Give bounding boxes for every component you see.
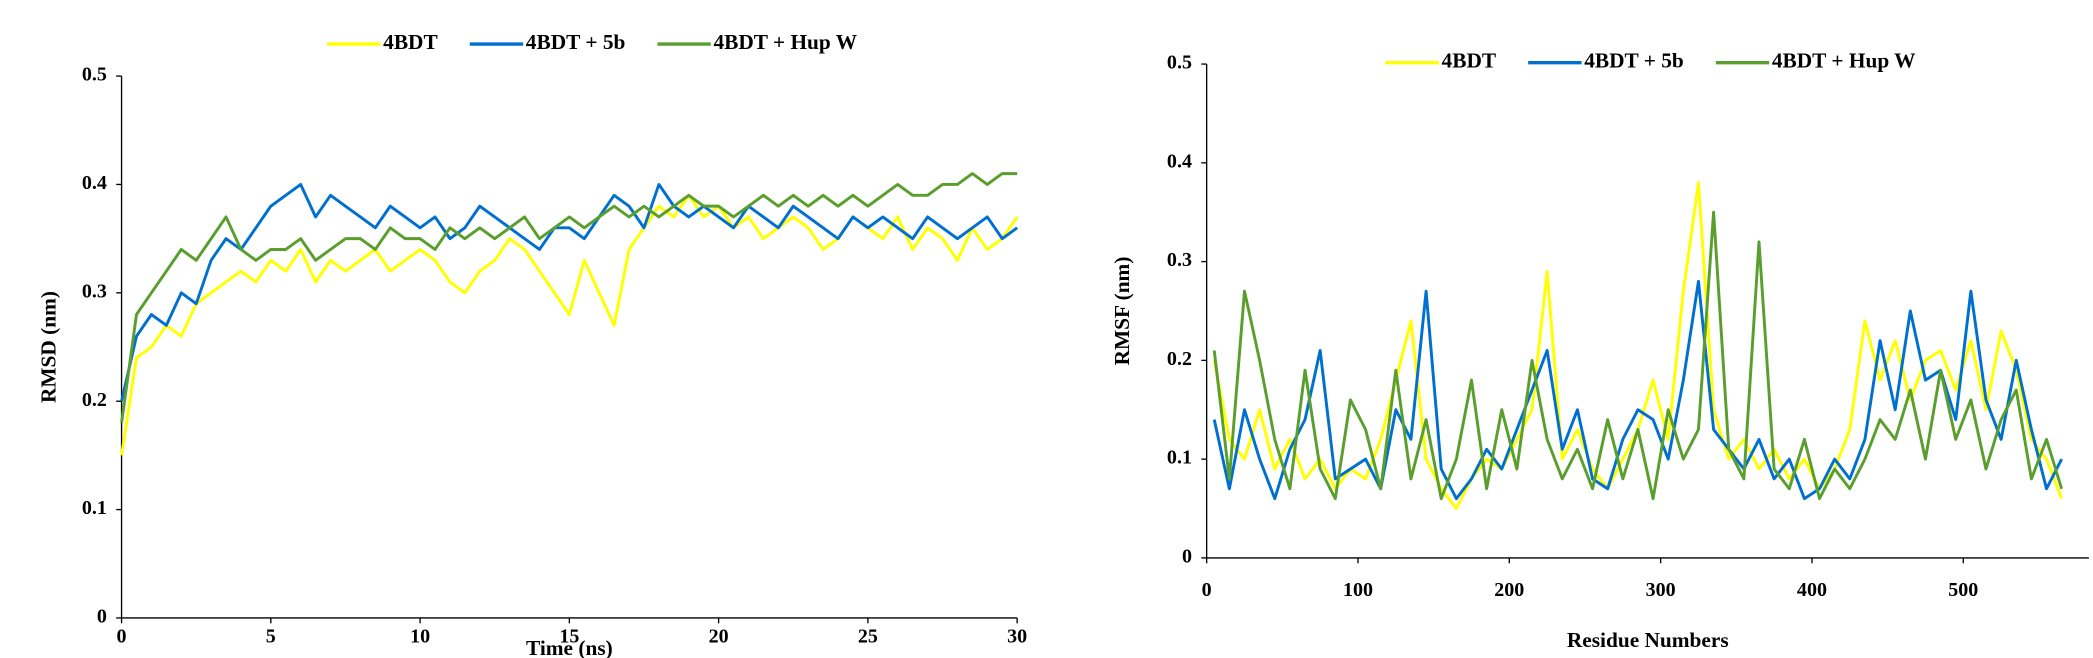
data-line <box>120 193 1019 456</box>
x-tick-label: 500 <box>1948 579 1978 601</box>
y-tick-label: 0.4 <box>82 172 107 194</box>
legend-label: 4BDT + 5b <box>526 30 626 54</box>
data-line <box>1212 210 2064 501</box>
legend-label: 4BDT <box>383 30 438 54</box>
x-tick-label: 15 <box>559 626 579 648</box>
x-tick-label: 300 <box>1646 579 1676 601</box>
y-tick-label: 0.3 <box>1167 249 1192 271</box>
y-tick-label: 0 <box>97 606 107 628</box>
x-tick-label: 10 <box>410 626 430 648</box>
data-line <box>120 172 1018 424</box>
data-line <box>1212 279 2063 501</box>
x-tick-label: 400 <box>1797 579 1827 601</box>
x-tick-label: 100 <box>1343 579 1373 601</box>
legend-label: 4BDT <box>1442 49 1497 73</box>
data-line <box>120 182 1018 402</box>
y-tick-label: 0.4 <box>1167 150 1192 172</box>
x-tick-label: 200 <box>1494 579 1524 601</box>
legend-label: 4BDT + 5b <box>1584 49 1684 73</box>
x-tick-label: 20 <box>709 626 729 648</box>
x-axis-label: Residue Numbers <box>1567 628 1729 652</box>
x-tick-label: 30 <box>1007 626 1027 648</box>
y-tick-label: 0.2 <box>82 389 107 411</box>
y-axis-label: RMSF (nm) <box>1110 257 1134 366</box>
y-tick-label: 0.5 <box>1167 52 1192 74</box>
y-tick-label: 0.2 <box>1167 348 1192 370</box>
y-tick-label: 0.3 <box>82 280 107 302</box>
legend-label: 4BDT + Hup W <box>1772 49 1916 73</box>
y-axis-label: RMSD (nm) <box>37 291 61 403</box>
x-tick-label: 5 <box>266 626 276 648</box>
legend-label: 4BDT + Hup W <box>713 30 857 54</box>
x-tick-label: 0 <box>117 626 127 648</box>
x-tick-label: 0 <box>1202 579 1212 601</box>
y-tick-label: 0.5 <box>82 64 107 86</box>
y-tick-label: 0.1 <box>82 497 107 519</box>
x-tick-label: 25 <box>858 626 878 648</box>
y-tick-label: 0 <box>1182 545 1192 567</box>
y-tick-label: 0.1 <box>1167 447 1192 469</box>
x-axis-label: Time (ns) <box>526 636 613 658</box>
